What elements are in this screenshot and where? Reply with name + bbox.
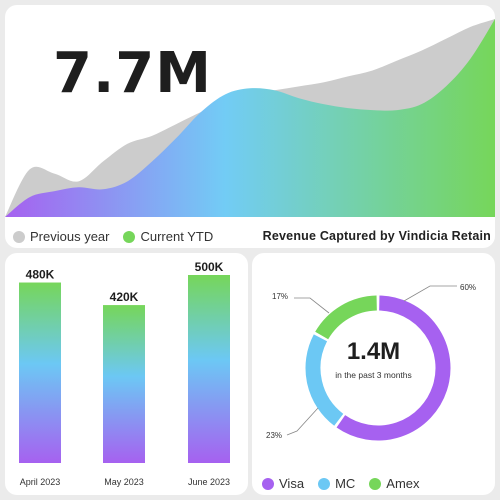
donut-slice-visa	[336, 295, 451, 441]
leader-line	[286, 407, 319, 436]
legend-item-current-ytd: Current YTD	[123, 229, 213, 244]
leader-line	[294, 297, 330, 314]
headline-value: 7.7M	[53, 41, 212, 106]
revenue-area-card: 7.7M Previous year Current YTD Revenue C…	[5, 5, 495, 248]
donut-value-label: 17%	[272, 292, 288, 301]
top-legend: Previous year Current YTD	[13, 229, 227, 244]
area-chart	[5, 19, 495, 217]
legend-item-amex: Amex	[369, 476, 420, 491]
bar-chart: 480K April 2023 420K May 2023 500K June 2023	[19, 260, 230, 487]
chart-title: Revenue Captured by Vindicia Retain	[262, 229, 491, 243]
bar-value-label: 420K	[110, 290, 139, 304]
area-series-current-ytd	[5, 19, 495, 217]
legend-label: Current YTD	[140, 229, 214, 244]
donut-center: 1.4M in the past 3 months	[252, 338, 495, 380]
card-type-donut-card: 60% 23% 17% 1.4M in the past 3 months Visa…	[252, 253, 495, 495]
donut-slice-amex	[315, 295, 378, 340]
bar-value-label: 480K	[26, 268, 55, 282]
donut-center-caption: in the past 3 months	[335, 370, 412, 380]
bar-value-label: 500K	[195, 260, 224, 274]
legend-dot	[13, 230, 25, 243]
bar-category-label: May 2023	[104, 477, 144, 487]
bar-category-label: April 2023	[20, 477, 61, 487]
donut-chart: 60% 23% 17%	[266, 283, 476, 441]
bar-may-2023	[103, 305, 145, 463]
donut-legend: Visa MC Amex	[262, 476, 434, 491]
legend-dot	[369, 477, 382, 490]
legend-label: Previous year	[30, 229, 110, 244]
bar-june-2023	[188, 275, 230, 463]
monthly-bar-card: 480K April 2023 420K May 2023 500K June 2023	[5, 253, 248, 495]
bar-category-label: June 2023	[188, 477, 230, 487]
legend-dot	[123, 230, 136, 243]
donut-slice-mc	[305, 334, 344, 426]
legend-dot	[262, 477, 274, 490]
leader-line	[403, 285, 457, 302]
legend-item-previous-year: Previous year	[13, 229, 109, 244]
legend-label: MC	[335, 476, 356, 491]
legend-dot	[318, 477, 331, 490]
legend-label: Visa	[279, 476, 305, 491]
legend-item-visa: Visa	[262, 476, 304, 491]
donut-value-label: 60%	[460, 283, 476, 292]
donut-center-value: 1.4M	[346, 338, 401, 365]
legend-label: Amex	[386, 476, 420, 491]
donut-value-label: 23%	[266, 431, 282, 440]
legend-item-mc: MC	[318, 476, 355, 491]
bar-april-2023	[19, 282, 61, 463]
